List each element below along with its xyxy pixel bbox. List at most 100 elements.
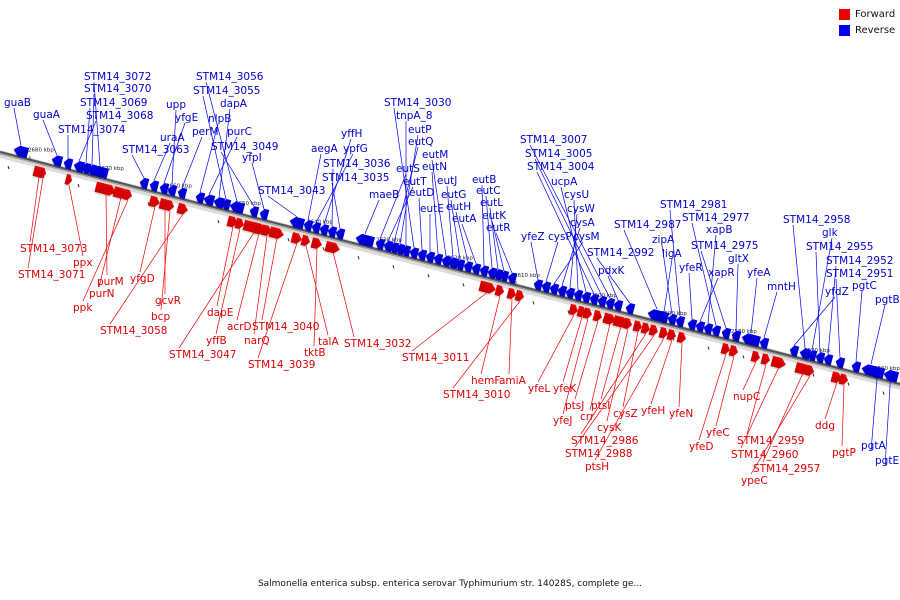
forward-gene-leader <box>109 213 184 325</box>
gene-shade <box>383 242 393 254</box>
reverse-gene-arrow <box>249 206 260 220</box>
reverse-gene-arrow <box>159 183 170 197</box>
reverse-gene-arrow <box>289 216 306 232</box>
reverse-gene-leader <box>553 241 584 284</box>
reverse-gene-leader <box>171 109 177 186</box>
gene-body <box>506 287 517 300</box>
gene-body <box>582 307 593 319</box>
gene-shade <box>148 197 160 209</box>
forward-gene-arrow <box>290 232 303 246</box>
gene-shade <box>581 294 591 305</box>
forward-gene-label: STM14_3010 <box>443 389 510 401</box>
gene-shade <box>290 234 302 246</box>
gene-shade <box>851 363 861 375</box>
reverse-gene-arrow <box>229 201 246 216</box>
reverse-gene-arrow <box>327 226 338 240</box>
reverse-gene-arrow <box>883 370 900 385</box>
reverse-gene-leader <box>707 234 717 324</box>
reverse-gene-label: eutD <box>409 187 434 199</box>
gene-shade <box>804 366 814 378</box>
gene-shade <box>549 285 559 297</box>
gene-shade <box>327 228 337 240</box>
forward-gene-arrow <box>38 167 47 180</box>
gene-body <box>149 180 160 192</box>
reverse-gene-arrow <box>259 208 270 222</box>
forward-gene-label: pgtP <box>832 447 856 459</box>
gene-shade <box>541 283 551 295</box>
reverse-gene-label: STM14_3063 <box>122 144 189 156</box>
tick-label: 2640 kbp <box>307 220 333 226</box>
forward-gene-arrow <box>658 326 669 341</box>
minor-tick <box>462 283 465 287</box>
gene-shade <box>164 201 174 213</box>
gene-body <box>164 199 175 212</box>
reverse-gene-leader <box>450 199 461 260</box>
reverse-gene-arrow <box>463 261 474 275</box>
minor-tick <box>707 346 710 350</box>
reverse-gene-label: upp <box>166 99 186 111</box>
gene-body <box>565 287 576 300</box>
reverse-gene-leader <box>91 93 95 165</box>
reverse-gene-arrow <box>789 345 800 359</box>
gene-body <box>605 297 616 310</box>
gene-body <box>159 183 170 195</box>
gene-body <box>687 319 698 331</box>
reverse-gene-leader <box>431 159 447 256</box>
gene-body <box>260 224 273 237</box>
reverse-gene-arrow <box>541 281 552 295</box>
legend-reverse-swatch <box>839 25 850 36</box>
gene-body <box>122 188 133 201</box>
gene-body <box>355 233 375 248</box>
reverse-gene-leader <box>735 263 739 331</box>
minor-tick <box>532 301 535 305</box>
gene-shade <box>13 147 29 160</box>
gene-shade <box>252 224 264 236</box>
forward-gene-arrow <box>148 195 161 209</box>
gene-body <box>589 293 600 306</box>
gene-body <box>290 232 303 244</box>
reverse-gene-leader <box>485 195 493 268</box>
gene-body <box>648 324 659 336</box>
gene-shade <box>602 314 616 327</box>
gene-body <box>268 226 284 239</box>
gene-shade <box>760 355 770 367</box>
forward-gene-arrow <box>94 181 116 198</box>
gene-shade <box>807 352 817 364</box>
reverse-gene-leader <box>461 223 477 264</box>
forward-gene-arrow <box>176 202 189 217</box>
gene-shade <box>324 243 340 256</box>
gene-shade <box>613 302 623 314</box>
reverse-gene-leader <box>13 107 22 146</box>
forward-gene-label: ppk <box>73 302 93 314</box>
gene-shade <box>471 265 481 277</box>
gene-body <box>666 329 677 341</box>
forward-gene-leader <box>746 364 767 435</box>
forward-gene-label: acrD <box>227 321 252 333</box>
gene-body <box>38 167 47 179</box>
forward-gene-label: STM14_3032 <box>344 338 411 350</box>
reverse-gene-leader <box>884 369 892 467</box>
reverse-gene-leader <box>399 134 419 245</box>
gene-shade <box>455 261 465 273</box>
reverse-gene-leader <box>870 304 886 365</box>
gene-shade <box>573 291 583 303</box>
minor-tick <box>392 265 395 269</box>
gene-shade <box>417 251 427 263</box>
reverse-gene-leader <box>387 186 414 242</box>
forward-gene-leader <box>574 335 655 448</box>
gene-body <box>507 272 518 285</box>
gene-body <box>838 373 849 385</box>
reverse-gene-leader <box>489 207 499 270</box>
tick-label: 2570 kbp <box>804 348 830 354</box>
forward-gene-arrow <box>666 329 677 343</box>
caption: Salmonella enterica subsp. enterica sero… <box>257 579 643 589</box>
forward-gene-arrow <box>760 353 771 367</box>
gene-shade <box>310 239 322 251</box>
reverse-gene-arrow <box>13 145 30 160</box>
gene-shade <box>597 298 607 309</box>
gene-shade <box>659 314 669 325</box>
reverse-gene-arrow <box>549 283 560 297</box>
reverse-gene-label: guaA <box>33 109 61 121</box>
gene-shade <box>249 208 259 220</box>
reverse-gene-leader <box>267 195 298 218</box>
